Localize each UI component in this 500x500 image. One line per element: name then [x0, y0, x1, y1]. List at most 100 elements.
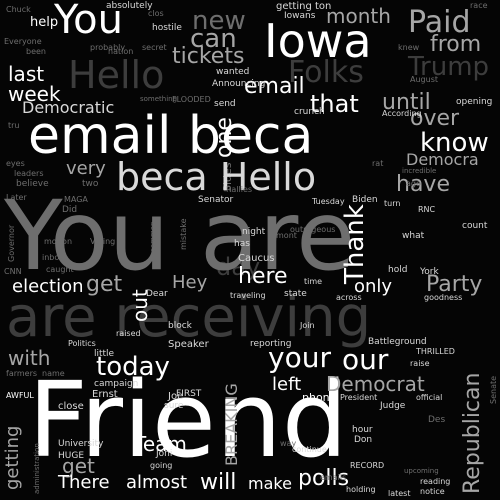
cloud-word: Battleground	[368, 337, 427, 347]
cloud-word: Senator	[198, 195, 234, 205]
cloud-word: There	[58, 472, 110, 493]
cloud-word: upcoming	[404, 467, 439, 475]
cloud-word: Governor	[7, 224, 16, 262]
cloud-word: Biden	[352, 195, 378, 205]
cloud-word: probably	[90, 43, 126, 52]
cloud-word: incredible	[402, 167, 437, 175]
cloud-word: holding	[346, 485, 376, 494]
cloud-word: official	[416, 393, 443, 402]
cloud-word: help	[30, 15, 59, 30]
cloud-word: Senate	[489, 375, 498, 404]
cloud-word: race	[470, 1, 488, 10]
cloud-word: one	[212, 117, 237, 158]
cloud-word: hour	[352, 425, 373, 435]
cloud-word: Des	[428, 415, 446, 425]
cloud-word: common	[149, 221, 157, 253]
cloud-word: Don	[354, 435, 373, 445]
cloud-word: going	[150, 461, 173, 470]
cloud-word: with	[8, 346, 51, 370]
cloud-word: clos	[148, 9, 164, 18]
cloud-word: election	[12, 276, 84, 297]
cloud-word: Iowans	[284, 11, 316, 21]
cloud-word: day	[216, 253, 261, 281]
cloud-word: send	[214, 99, 236, 109]
cloud-word: Voting	[90, 237, 116, 246]
cloud-word: your	[268, 341, 331, 374]
cloud-word: Chuck	[6, 5, 31, 14]
cloud-word: count	[462, 221, 488, 231]
cloud-word: month	[326, 4, 391, 28]
cloud-word: RECORD	[350, 461, 385, 470]
cloud-word: time	[304, 277, 323, 286]
cloud-word: email beca	[28, 106, 314, 166]
cloud-word: tickets	[172, 44, 245, 69]
cloud-word: name	[42, 369, 65, 378]
cloud-word: Tuesday	[312, 197, 345, 206]
cloud-word: Judge	[380, 401, 406, 411]
cloud-word: latest	[388, 489, 411, 498]
cloud-word: left	[272, 374, 302, 395]
cloud-word: AWFUL	[6, 391, 34, 400]
cloud-word: believe	[16, 179, 49, 189]
cloud-word: ago	[406, 179, 421, 188]
cloud-word: very	[66, 158, 106, 179]
cloud-word: Team	[134, 432, 187, 456]
cloud-word: can	[190, 24, 237, 54]
cloud-word: MAGA	[64, 195, 88, 204]
cloud-word: leaders	[14, 169, 44, 178]
cloud-word: block	[168, 321, 192, 331]
cloud-word: raise	[410, 359, 430, 368]
cloud-word: today	[96, 352, 170, 382]
cloud-word: farmers	[6, 369, 38, 378]
cloud-word: campaign	[94, 379, 139, 389]
cloud-word: administration	[33, 443, 41, 494]
cloud-word: Republican	[460, 372, 485, 494]
cloud-word: motion	[44, 237, 73, 246]
cloud-word: HUGE	[58, 451, 85, 461]
cloud-word: Join	[300, 321, 315, 330]
cloud-word: getting ton	[276, 1, 332, 12]
cloud-word: absolutely	[106, 1, 153, 11]
cloud-word: FIRST	[176, 389, 202, 399]
cloud-word: Later	[6, 193, 27, 202]
cloud-word: close	[58, 401, 84, 412]
cloud-word: nation	[108, 47, 134, 56]
cloud-word: You are	[4, 180, 356, 292]
cloud-word: goodness	[424, 293, 463, 302]
cloud-word: mistake	[179, 218, 188, 251]
cloud-word: has	[234, 239, 250, 249]
cloud-word: reporting	[250, 339, 292, 349]
cloud-word: last	[8, 62, 45, 86]
cloud-word: You	[54, 0, 123, 43]
cloud-word: Trump	[408, 52, 490, 82]
cloud-word: eyes	[6, 159, 25, 168]
cloud-word: get	[62, 454, 95, 478]
cloud-word: According	[382, 109, 422, 118]
cloud-word: Announcing	[212, 79, 266, 89]
cloud-word: week	[8, 82, 61, 106]
cloud-word: traveling	[230, 291, 266, 300]
cloud-word: beca Hello	[116, 155, 317, 199]
cloud-word: Iowa	[264, 14, 372, 68]
cloud-word: CNN	[4, 267, 22, 276]
cloud-word: Joe	[168, 391, 184, 402]
cloud-word: state	[284, 289, 307, 299]
cloud-word: BREAKING	[222, 383, 241, 466]
cloud-word: getting	[2, 425, 23, 490]
cloud-word: raised	[116, 329, 141, 338]
cloud-word: opening	[456, 97, 493, 107]
cloud-word: new	[192, 6, 246, 36]
cloud-word: something	[140, 95, 178, 103]
cloud-word: Party	[426, 272, 483, 297]
cloud-word: Ernst	[92, 389, 118, 400]
cloud-word: almost	[126, 472, 188, 493]
cloud-word: phone	[302, 391, 337, 404]
cloud-word: night	[242, 227, 266, 237]
cloud-word: know	[420, 128, 489, 158]
cloud-word: turn	[384, 199, 401, 208]
cloud-word: over	[410, 106, 460, 131]
cloud-word: outrageous	[290, 225, 336, 234]
cloud-word: only	[354, 276, 393, 297]
cloud-word: Joni	[156, 449, 173, 459]
